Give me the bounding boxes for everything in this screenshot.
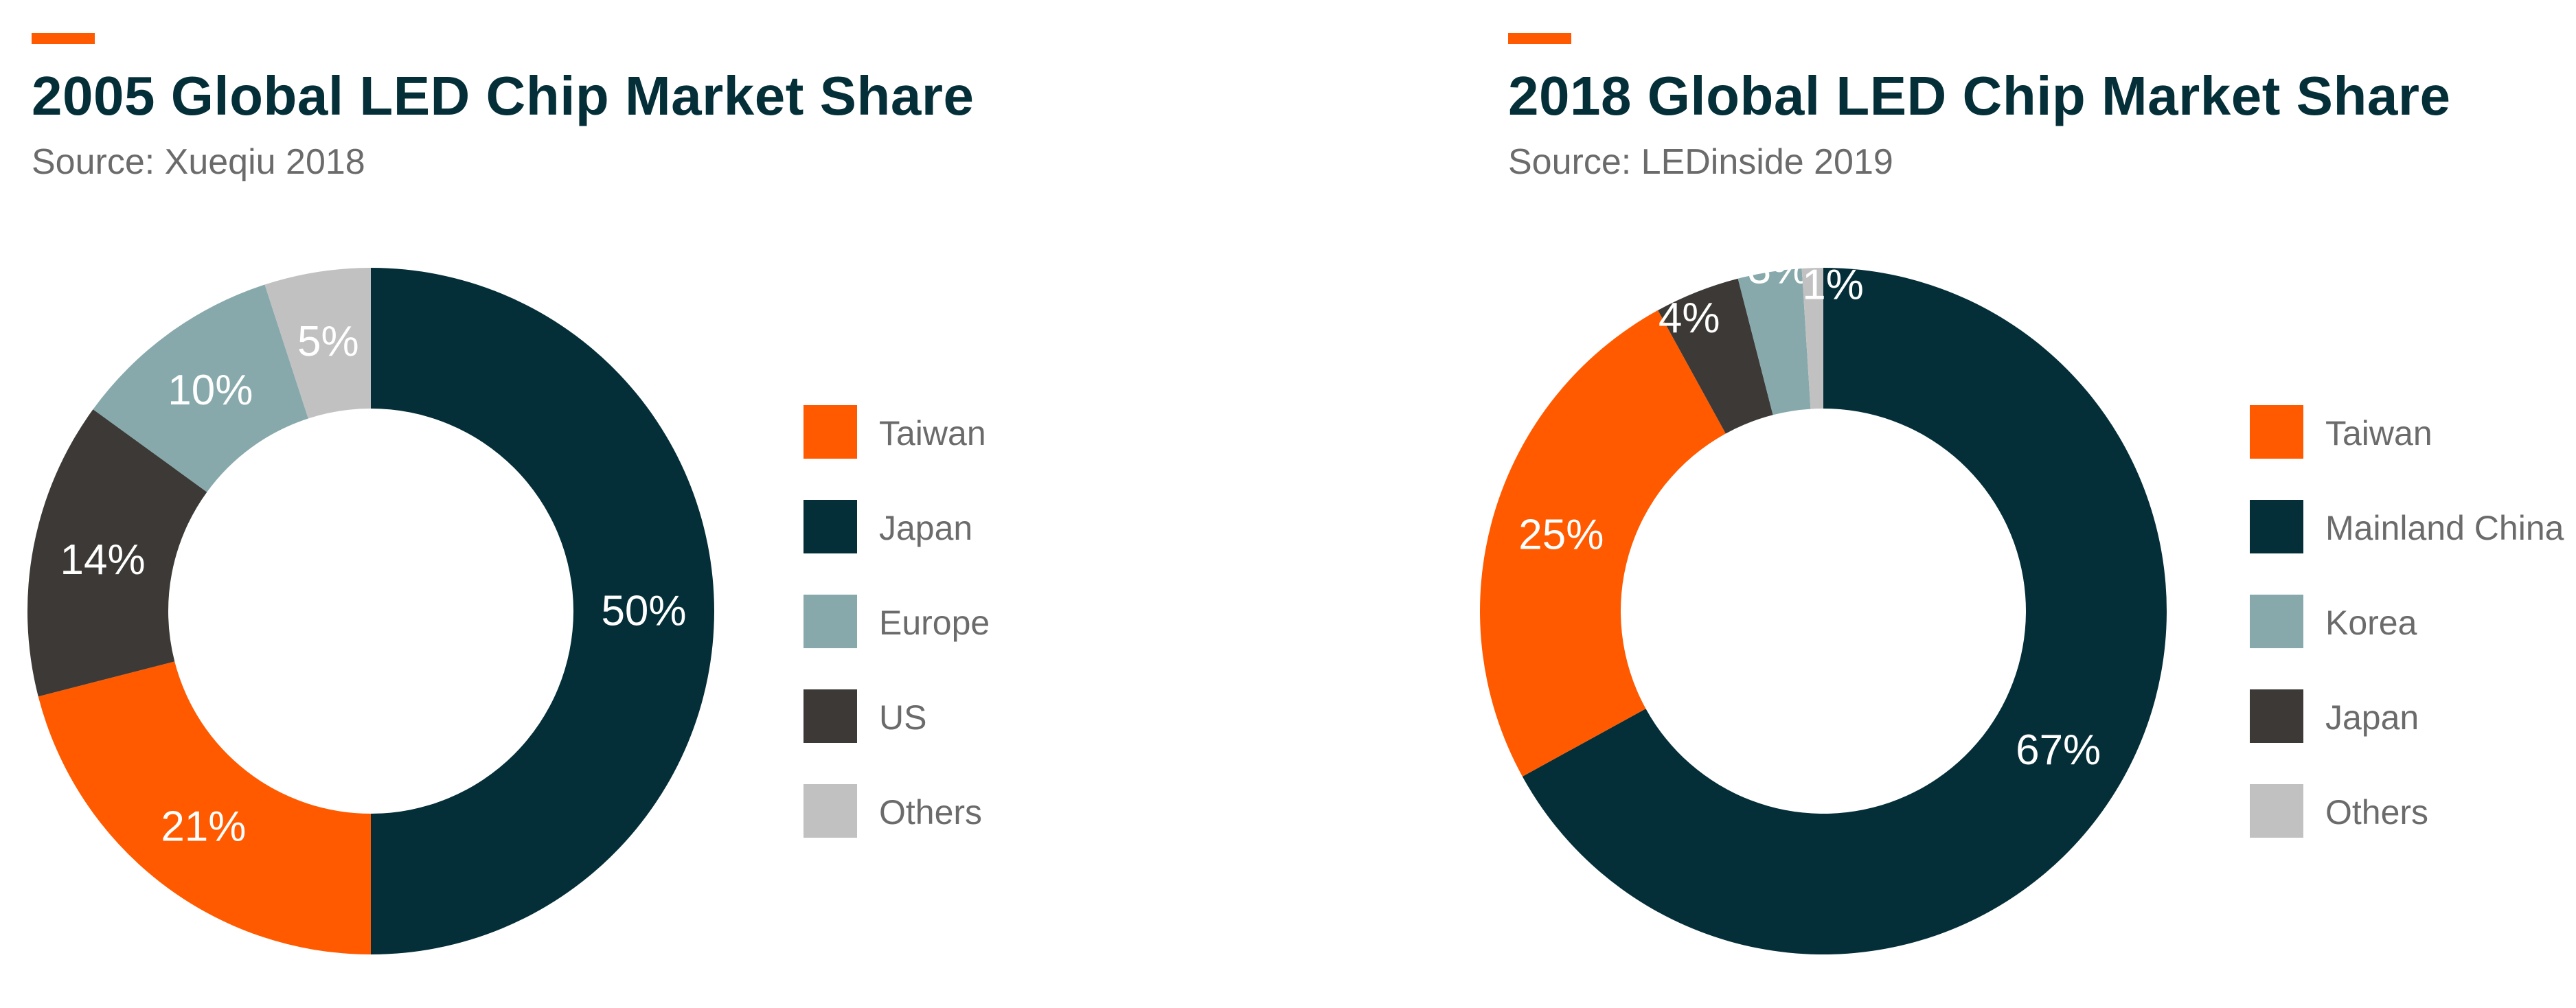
chart-panel-2005: 2005 Global LED Chip Market Share Source… [27, 33, 990, 954]
data-label-others: 1% [1802, 261, 1864, 308]
legend-label: Others [2325, 793, 2429, 832]
slice-others [264, 268, 371, 419]
slice-japan [371, 268, 714, 954]
legend-swatch [2250, 595, 2303, 648]
legend-swatch [803, 405, 857, 459]
legend-swatch [2250, 689, 2303, 743]
data-label-others: 5% [297, 318, 359, 365]
title-accent-bar [32, 33, 95, 44]
legend-label: Mainland China [2325, 509, 2564, 547]
slice-taiwan [1480, 310, 1726, 777]
legend-swatch [803, 500, 857, 553]
data-label-taiwan: 21% [161, 803, 246, 851]
legend-label: Taiwan [879, 414, 986, 453]
chart-source: Source: Xueqiu 2018 [32, 142, 365, 182]
legend-swatch [803, 595, 857, 648]
slice-japan [1658, 278, 1773, 434]
slice-europe [93, 284, 308, 492]
data-label-europe: 10% [168, 367, 253, 414]
chart-panel-2018: 2018 Global LED Chip Market Share Source… [1477, 0, 2576, 1008]
legend-swatch [803, 784, 857, 838]
chart-source: Source: LEDinside 2019 [1508, 142, 1893, 182]
slice-others [1801, 268, 1823, 409]
legend-swatch [2250, 784, 2303, 838]
data-label-taiwan: 25% [1518, 512, 1604, 559]
data-label-japan: 50% [601, 588, 686, 635]
slice-taiwan [38, 661, 371, 954]
slice-us [27, 409, 207, 697]
chart-title: 2018 Global LED Chip Market Share [1508, 65, 2451, 126]
legend-label: Japan [2325, 698, 2419, 737]
slice-korea [1737, 268, 1811, 415]
data-label-japan: 4% [1659, 295, 1720, 342]
data-label-mainland-china: 67% [2016, 726, 2101, 774]
legend-label: Korea [2325, 604, 2417, 642]
legend-label: Japan [879, 509, 973, 547]
slice-mainland-china [1522, 268, 2167, 954]
chart-title: 2005 Global LED Chip Market Share [32, 65, 974, 126]
legend-label: US [879, 698, 927, 737]
donut-chart-2018: 67% 25% 4% 3%1% [1480, 246, 2167, 954]
donut-chart-2005: 50% 21% 14% 10% 5% [27, 268, 714, 954]
legend-label: Europe [879, 604, 990, 642]
legend-label: Others [879, 793, 983, 832]
legend-label: Taiwan [2325, 414, 2432, 453]
data-label-us: 14% [60, 536, 145, 584]
legend-swatch [803, 689, 857, 743]
data-label-korea: 3% [1748, 246, 1810, 293]
title-accent-bar [1508, 33, 1571, 44]
legend-swatch [2250, 500, 2303, 553]
legend-swatch [2250, 405, 2303, 459]
